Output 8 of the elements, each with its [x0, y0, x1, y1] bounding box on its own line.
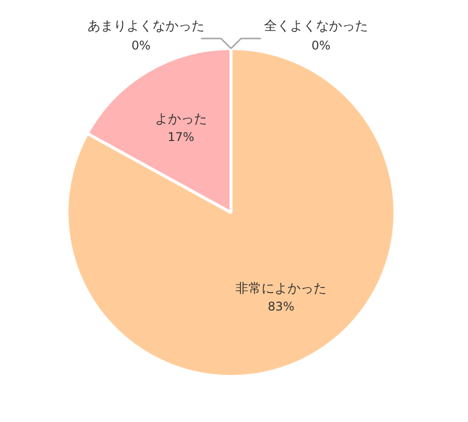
category-label: あまりよくなかった	[88, 18, 204, 34]
data-label: 83%	[268, 299, 294, 314]
data-label: 17%	[168, 130, 194, 144]
category-label: 全くよくなかった	[264, 18, 368, 34]
text: 0%	[311, 38, 331, 53]
text: 0%	[131, 38, 151, 53]
slice-label: よかった	[154, 112, 207, 128]
slice-label: 非常によかった	[236, 282, 327, 297]
